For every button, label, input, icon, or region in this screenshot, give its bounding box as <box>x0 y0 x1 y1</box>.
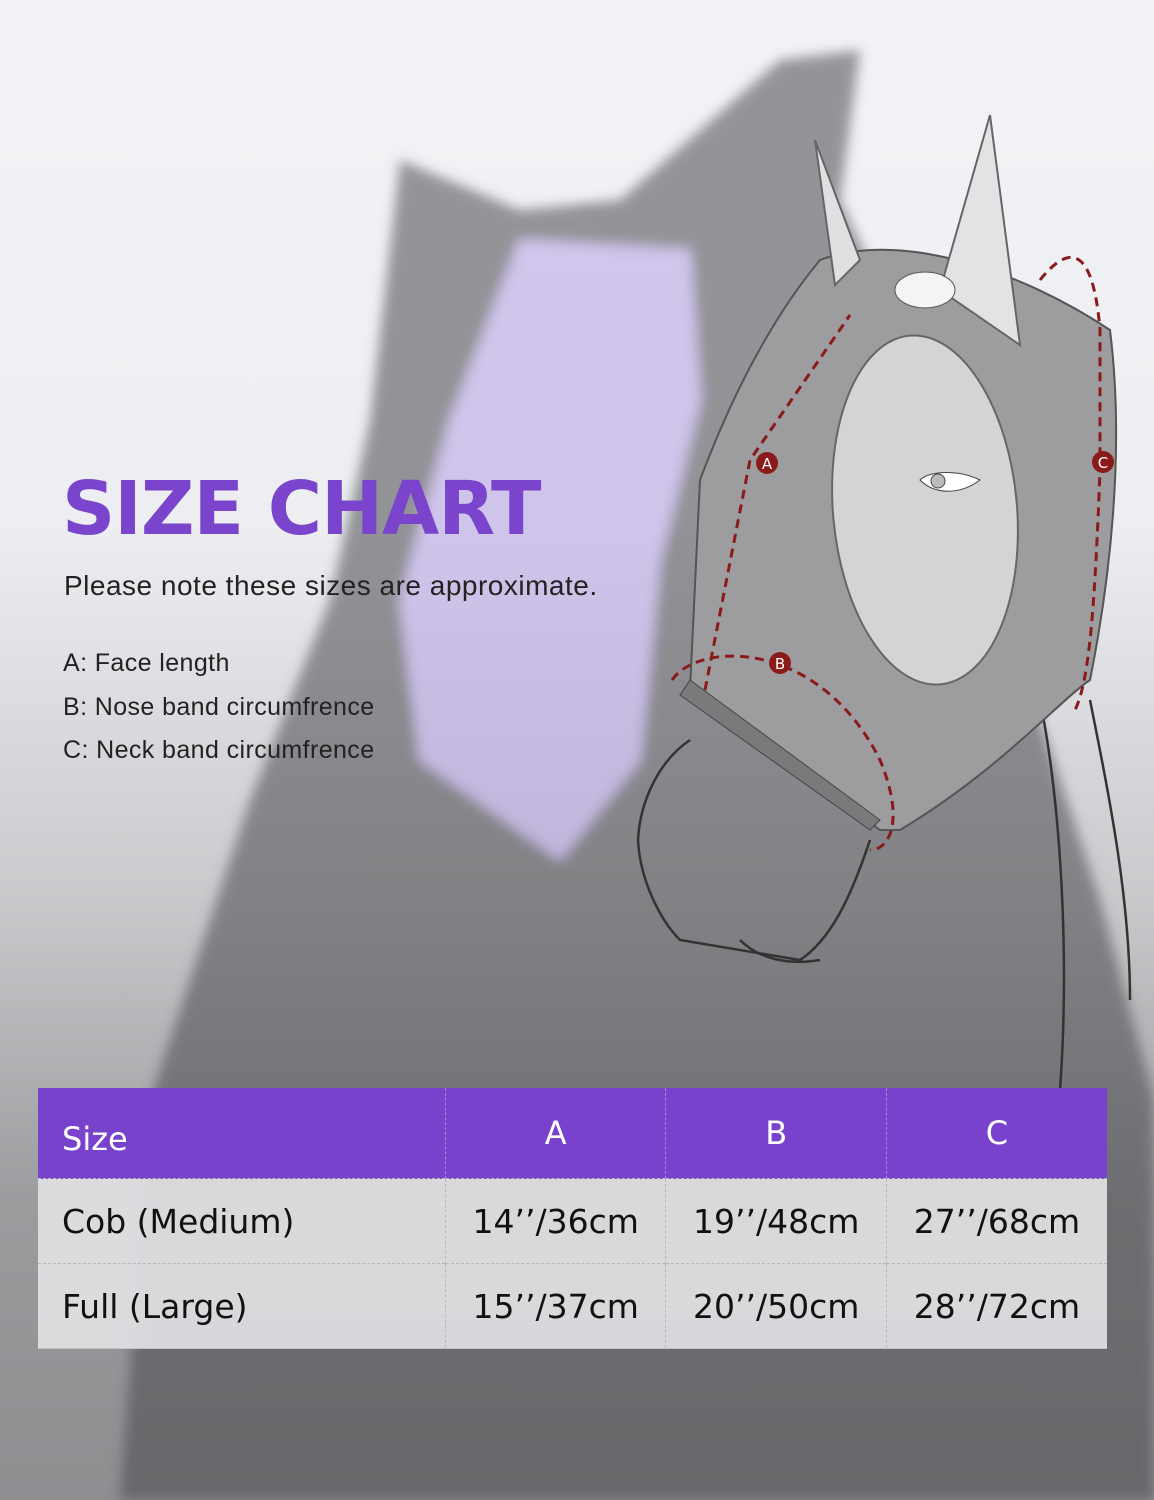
marker-b: B <box>769 652 791 674</box>
page-title: SIZE CHART <box>62 466 541 552</box>
horse-outline <box>636 699 1132 1091</box>
face-length: 15’’/37cm <box>444 1263 666 1349</box>
header-c: C <box>885 1088 1107 1179</box>
nose-band: 20’’/50cm <box>665 1263 887 1349</box>
table-row: Cob (Medium) 14’’/36cm 19’’/48cm 27’’/68… <box>38 1178 1107 1264</box>
size-name: Cob (Medium) <box>38 1178 446 1264</box>
marker-c: C <box>1092 451 1114 473</box>
svg-text:C: C <box>1098 454 1108 472</box>
size-name: Full (Large) <box>38 1263 446 1349</box>
header-size: Size <box>38 1088 446 1179</box>
horse-mask-diagram: A B C <box>636 114 1132 1091</box>
fly-mask <box>679 114 1118 831</box>
svg-text:B: B <box>775 655 785 673</box>
neck-band: 28’’/72cm <box>885 1263 1107 1349</box>
nose-band: 19’’/48cm <box>665 1178 887 1264</box>
approximate-sizes-note: Please note these sizes are approximate. <box>64 570 598 601</box>
legend-item-b: B: Nose band circumfrence <box>63 692 375 721</box>
measurement-legend: A: Face length B: Nose band circumfrence… <box>63 642 375 773</box>
table-row: Full (Large) 15’’/37cm 20’’/50cm 28’’/72… <box>38 1263 1107 1349</box>
svg-text:A: A <box>762 455 773 473</box>
table-header-row: Size A B C <box>38 1088 1107 1179</box>
header-a: A <box>444 1088 666 1179</box>
legend-item-a: A: Face length <box>63 649 230 677</box>
legend-item-c: C: Neck band circumfrence <box>63 736 375 764</box>
face-length: 14’’/36cm <box>444 1178 666 1264</box>
size-table: Size A B C Cob (Medium) 14’’/36cm 19’’/4… <box>38 1088 1107 1349</box>
neck-band: 27’’/68cm <box>885 1178 1107 1264</box>
marker-a: A <box>756 452 778 474</box>
header-b: B <box>665 1088 887 1179</box>
